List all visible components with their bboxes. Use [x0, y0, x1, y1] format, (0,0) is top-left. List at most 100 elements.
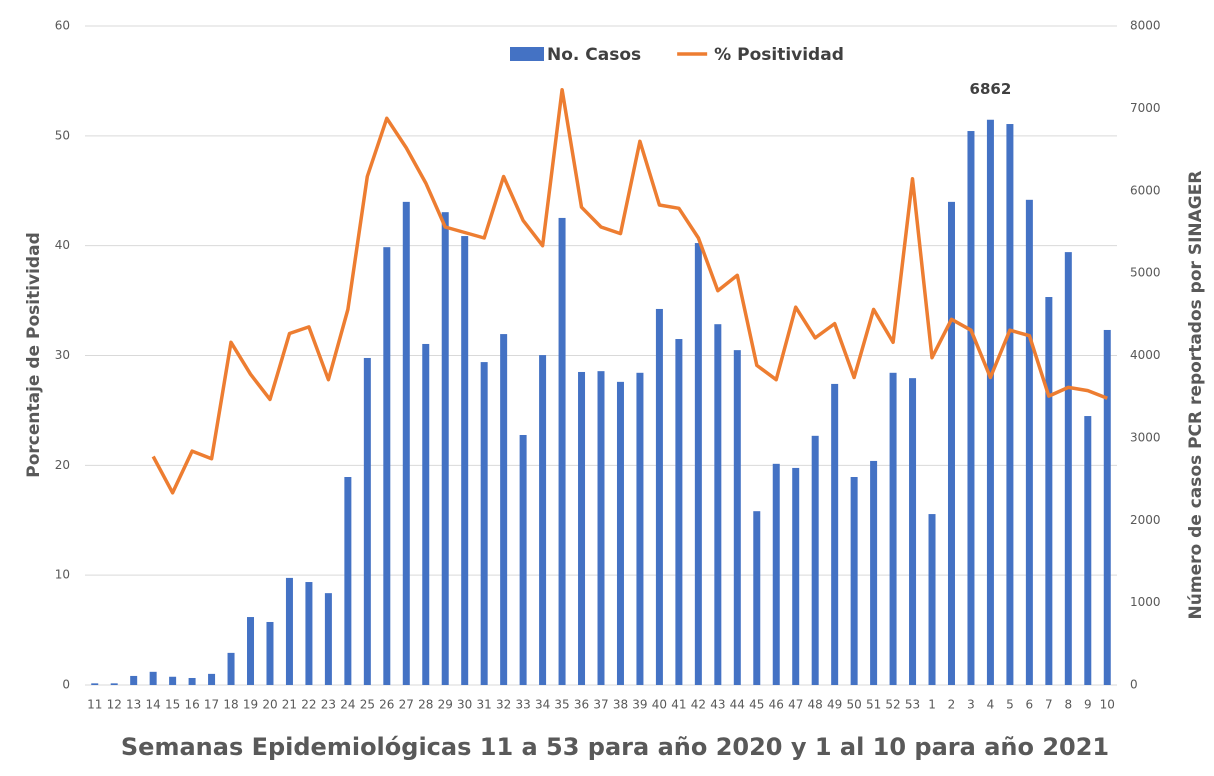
x-tick-label: 18	[223, 698, 238, 712]
line	[151, 87, 1108, 495]
x-tick-label: 40	[652, 698, 667, 712]
x-tick-label: 31	[477, 698, 492, 712]
x-tick-label: 53	[905, 698, 920, 712]
bar	[402, 201, 410, 686]
bar	[1006, 124, 1014, 686]
x-tick-label: 41	[671, 698, 686, 712]
x-tick-label: 42	[691, 698, 706, 712]
x-tick-label: 37	[593, 698, 608, 712]
bar	[266, 621, 274, 685]
legend-label: No. Casos	[547, 45, 641, 65]
bar	[636, 372, 644, 685]
x-tick-label: 26	[379, 698, 394, 712]
bar	[149, 671, 157, 685]
bar	[733, 350, 741, 685]
bar	[480, 362, 488, 685]
x-tick-label: 47	[788, 698, 803, 712]
x-tick-label: 36	[574, 698, 589, 712]
x-tick-label: 20	[262, 698, 277, 712]
bar	[1045, 297, 1053, 685]
y-tick-label: 20	[55, 458, 70, 472]
bar	[694, 243, 702, 686]
x-tick-label: 23	[321, 698, 336, 712]
y2-tick-label: 8000	[1130, 19, 1161, 33]
bar	[305, 582, 313, 685]
bar	[753, 511, 761, 685]
x-tick-label: 25	[360, 698, 375, 712]
legend-label: % Positividad	[714, 45, 844, 65]
y-tick-label: 10	[55, 568, 70, 582]
x-tick-label: 19	[243, 698, 258, 712]
x-tick-label: 33	[515, 698, 530, 712]
bar	[441, 212, 449, 686]
data-label: 6862	[970, 80, 1012, 98]
bar	[91, 683, 99, 685]
x-tick-label: 30	[457, 698, 472, 712]
x-axis-title: Semanas Epidemiológicas 11 a 53 para año…	[121, 733, 1109, 761]
y2-tick-label: 5000	[1130, 266, 1161, 280]
x-tick-label: 7	[1045, 698, 1053, 712]
x-tick-label: 34	[535, 698, 550, 712]
bar	[616, 381, 624, 685]
y2-tick-label: 0	[1130, 678, 1138, 692]
x-tick-label: 2	[948, 698, 956, 712]
x-tick-label: 48	[808, 698, 823, 712]
x-tick-label: 10	[1100, 698, 1115, 712]
bar	[792, 467, 800, 685]
bar	[986, 119, 994, 686]
bar	[247, 617, 255, 685]
bar	[655, 308, 663, 685]
bar	[714, 324, 722, 685]
y-tick-label: 30	[55, 348, 70, 362]
x-tick-label: 27	[399, 698, 414, 712]
bar	[363, 357, 371, 685]
y2-axis-title: Número de casos PCR reportados por SINAG…	[1186, 171, 1206, 620]
bar	[227, 652, 235, 685]
bar	[967, 131, 975, 685]
x-tick-label: 17	[204, 698, 219, 712]
x-tick-label: 52	[885, 698, 900, 712]
y2-tick-label: 1000	[1130, 595, 1161, 609]
bar	[889, 372, 897, 685]
bar	[811, 435, 819, 685]
x-tick-label: 9	[1084, 698, 1092, 712]
y2-tick-label: 6000	[1130, 183, 1161, 197]
x-tick-label: 44	[730, 698, 745, 712]
bar	[324, 593, 332, 685]
x-tick-label: 1	[928, 698, 936, 712]
x-tick-label: 11	[87, 698, 102, 712]
bar	[909, 378, 917, 685]
y-axis-title: Porcentaje de Positividad	[24, 232, 44, 477]
y-tick-label: 40	[55, 238, 70, 252]
bar	[461, 236, 469, 685]
x-tick-label: 22	[301, 698, 316, 712]
bar	[110, 683, 118, 685]
bar	[578, 371, 586, 685]
y2-tick-label: 3000	[1130, 430, 1161, 444]
x-tick-label: 46	[769, 698, 784, 712]
x-tick-label: 43	[710, 698, 725, 712]
x-tick-label: 15	[165, 698, 180, 712]
x-tick-label: 35	[554, 698, 569, 712]
bar	[422, 343, 430, 685]
x-tick-label: 3	[967, 698, 975, 712]
y2-tick-label: 4000	[1130, 348, 1161, 362]
bar	[169, 676, 177, 685]
y-tick-label: 60	[55, 19, 70, 33]
bar	[208, 673, 216, 685]
x-tick-label: 5	[1006, 698, 1014, 712]
bar	[870, 460, 878, 685]
x-tick-label: 6	[1026, 698, 1034, 712]
bar	[1025, 199, 1033, 685]
bar	[519, 434, 527, 685]
x-tick-label: 21	[282, 698, 297, 712]
x-tick-label: 29	[438, 698, 453, 712]
x-tick-label: 39	[632, 698, 647, 712]
x-tick-label: 13	[126, 698, 141, 712]
x-tick-label: 51	[866, 698, 881, 712]
bar	[597, 371, 605, 685]
x-tick-label: 38	[613, 698, 628, 712]
x-tick-label: 49	[827, 698, 842, 712]
bar	[558, 217, 566, 685]
